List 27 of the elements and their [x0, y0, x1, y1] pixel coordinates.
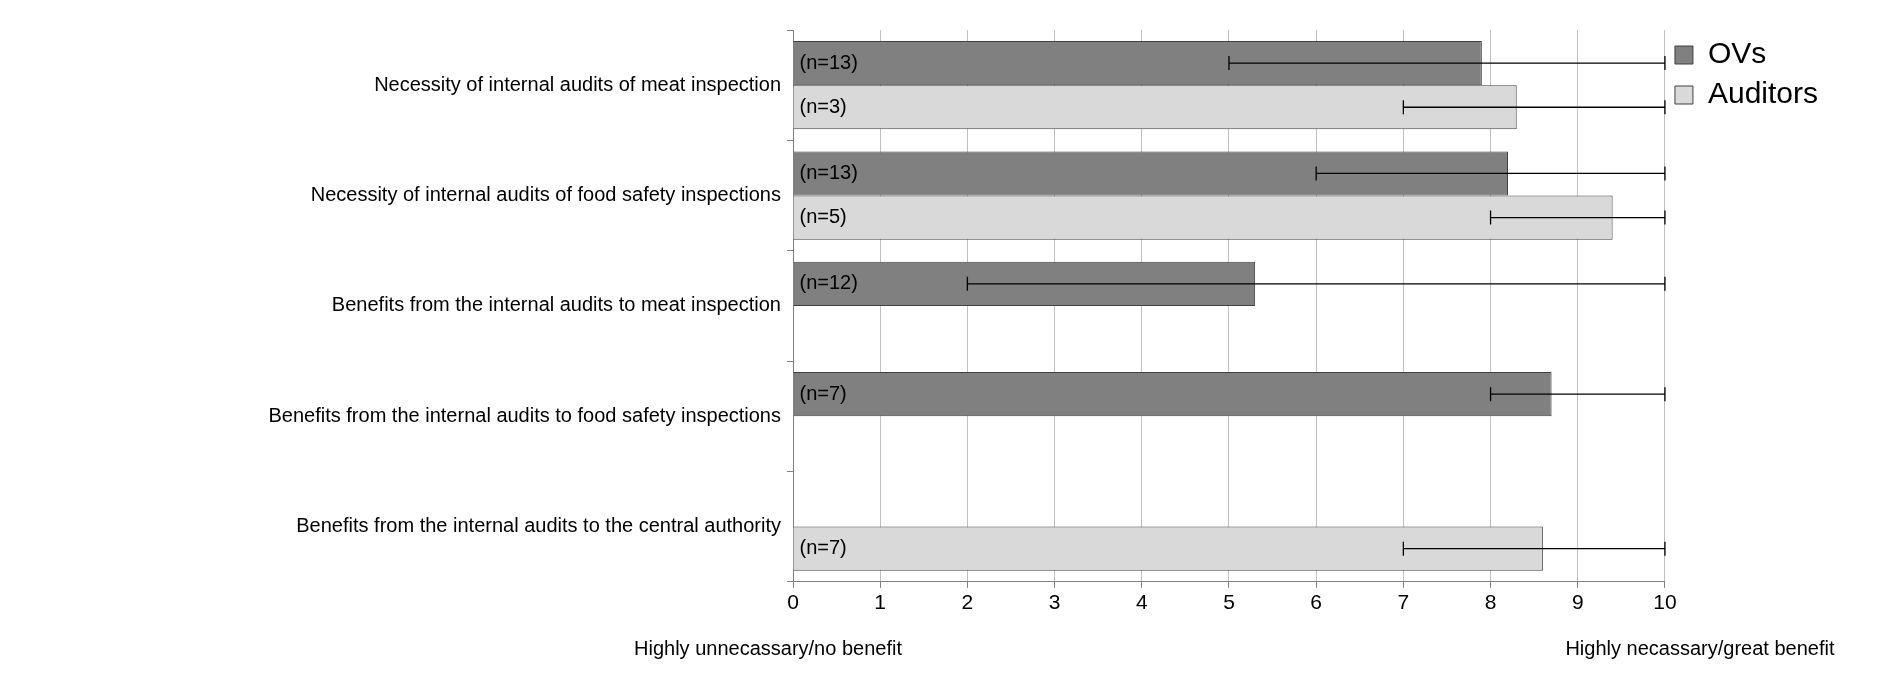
legend-label: Auditors — [1707, 76, 1819, 110]
annotation: (n=7) — [799, 536, 847, 559]
text: Highly necassary/great benefit — [1565, 637, 1835, 660]
annotation: (n=5) — [799, 205, 847, 228]
x-tick-label: 8 — [1484, 590, 1497, 614]
annotation: (n=13) — [799, 50, 858, 73]
x-tick-label: 5 — [1223, 590, 1235, 614]
annotation: (n=13) — [799, 160, 858, 183]
x-tick-label: 0 — [787, 590, 799, 614]
x-tick-label: 3 — [1048, 590, 1061, 614]
x-tick-label: 10 — [1653, 590, 1677, 614]
x-tick-label: 1 — [874, 590, 887, 614]
x-tick-label: 2 — [961, 590, 974, 614]
x-tick-label: 4 — [1135, 590, 1148, 614]
y-tick-label: Benefits from the internal audits to food safety inspections — [268, 403, 781, 426]
y-tick-label: Necessity of internal audits of food safety inspections — [310, 183, 781, 206]
x-tick-label: 9 — [1571, 590, 1584, 614]
annotation: (n=7) — [799, 381, 847, 404]
y-tick-label: Benefits from the internal audits to meat inspection — [331, 293, 781, 316]
text: Highly unnecassary/no benefit — [634, 637, 903, 660]
legend-label: OVs — [1707, 36, 1767, 70]
annotation: (n=12) — [799, 271, 858, 294]
x-tick-label: 6 — [1310, 590, 1323, 614]
annotation: (n=3) — [799, 94, 847, 117]
y-tick-label: Necessity of internal audits of meat inspection — [374, 72, 781, 95]
y-tick-label: Benefits from the internal audits to the central authority — [296, 514, 781, 537]
x-tick-label: 7 — [1397, 590, 1410, 614]
